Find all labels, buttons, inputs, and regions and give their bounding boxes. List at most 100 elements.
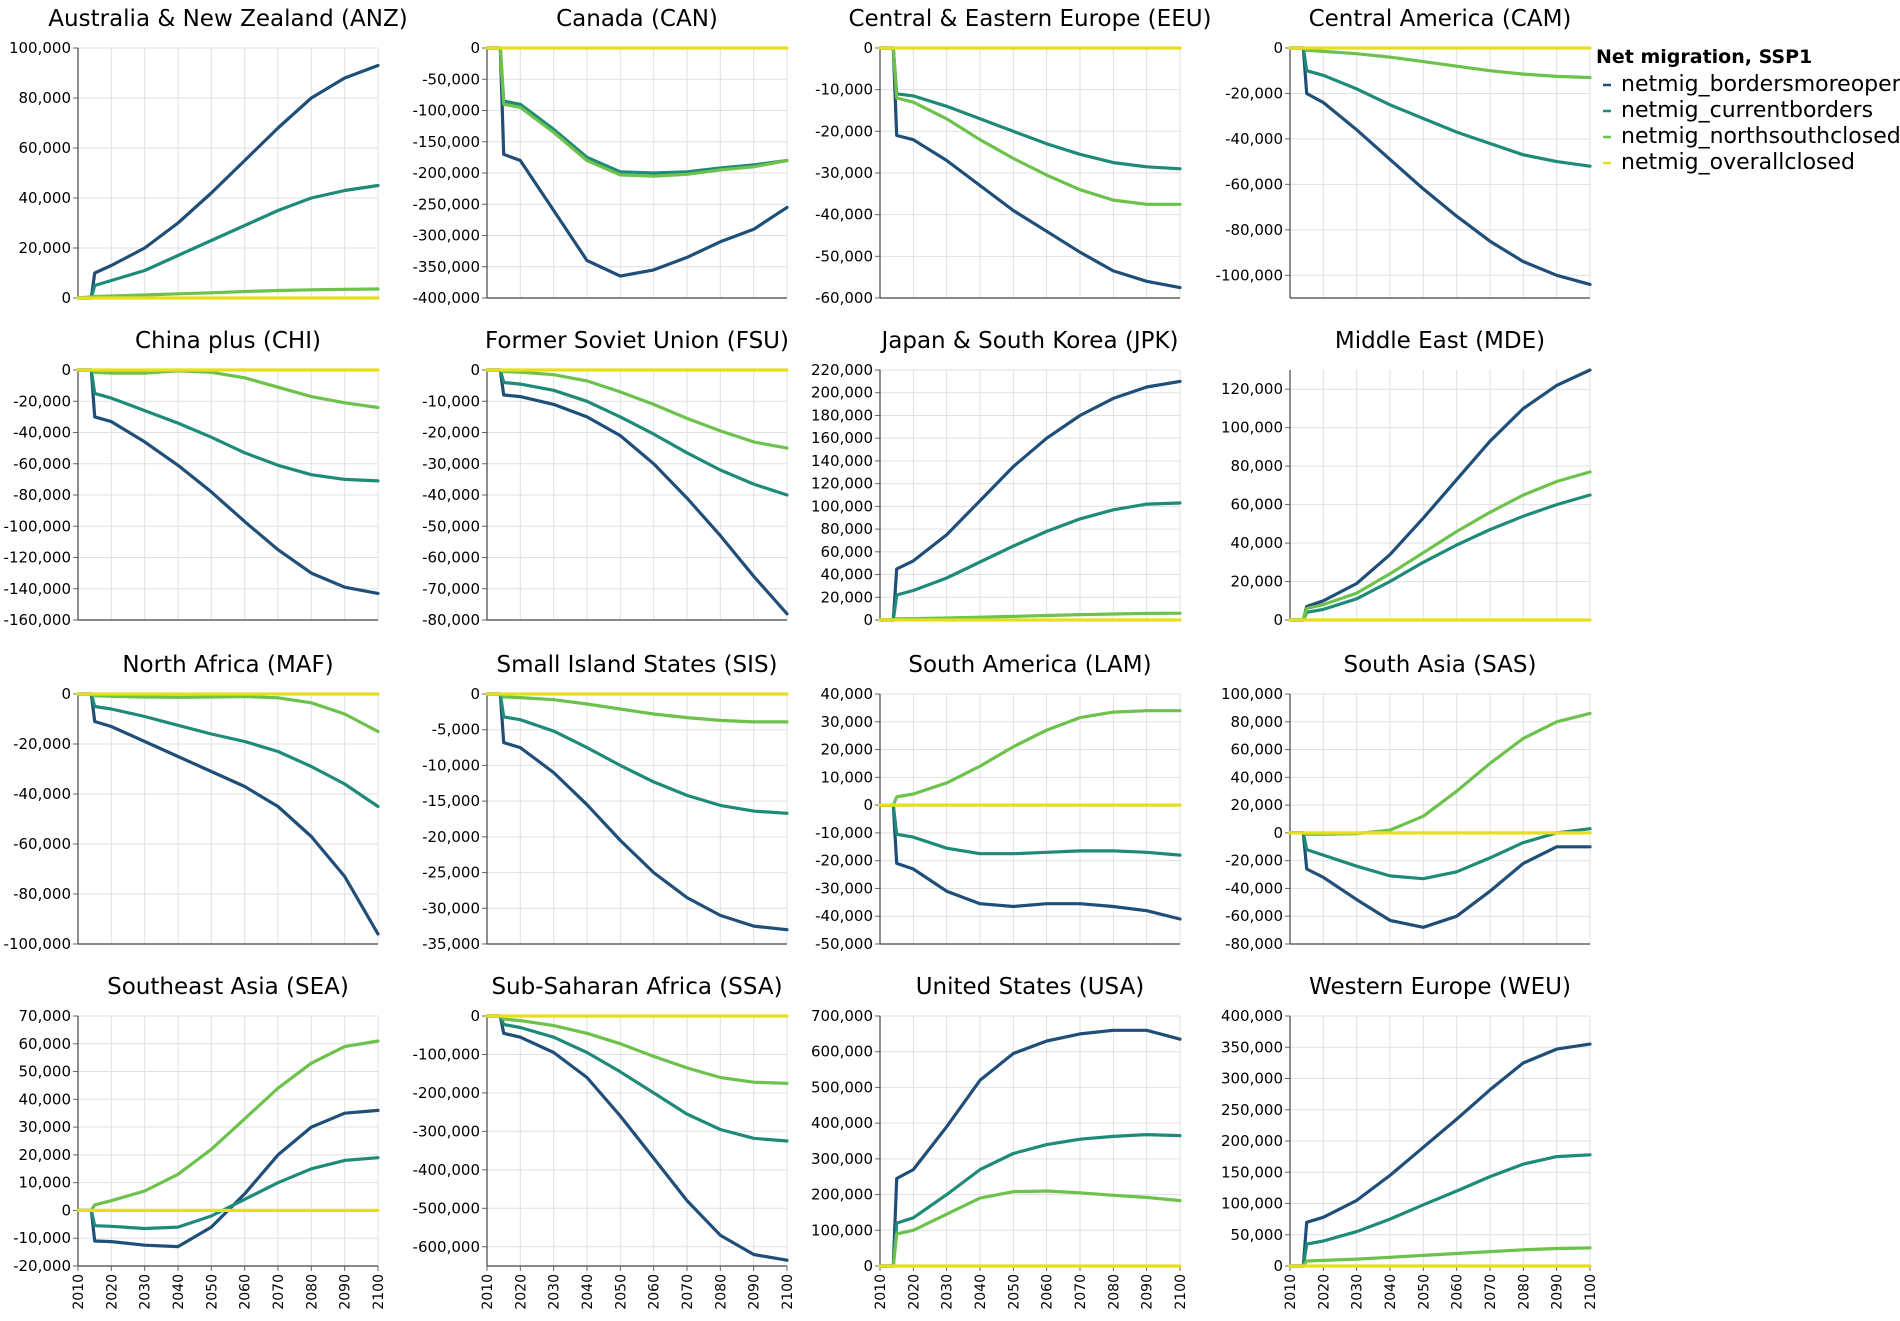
panel-7: Japan & South Korea (JPK) 0 20,000 40,000 60… (811, 328, 1182, 629)
y-tick-label: -10,000 (422, 756, 480, 774)
x-tick-label: 2080 (1516, 1274, 1532, 1310)
series-line-netmig-bordersmoreopen (76, 692, 380, 936)
legend-entry-netmig-bordersmoreopen: netmig_bordersmoreopen (1621, 72, 1900, 97)
series-line-netmig-bordersmoreopen (878, 379, 1182, 622)
y-tick-label: -30,000 (422, 455, 480, 473)
y-tick-label: -40,000 (815, 907, 873, 925)
y-tick-label: -50,000 (422, 517, 480, 535)
y-tick-label: 60,000 (1231, 741, 1284, 759)
y-tick-label: 70,000 (19, 1007, 72, 1025)
y-tick-label: -80,000 (13, 885, 71, 903)
series-line-netmig-currentborders (485, 368, 789, 497)
y-tick-label: 0 (863, 796, 873, 814)
x-tick-label: 2030 (940, 1274, 956, 1310)
y-tick-label: -400,000 (413, 1161, 480, 1179)
y-tick-label: 60,000 (1231, 496, 1284, 514)
panel-title: South America (LAM) (908, 652, 1151, 678)
panel-title: Canada (CAN) (556, 6, 718, 32)
y-tick-label: -60,000 (1225, 175, 1283, 193)
y-tick-label: 120,000 (1221, 380, 1283, 398)
y-tick-label: 20,000 (1231, 796, 1284, 814)
series-line-netmig-bordersmoreopen (485, 368, 789, 616)
y-tick-label: 40,000 (1231, 534, 1284, 552)
series-line-netmig-bordersmoreopen (485, 1014, 789, 1262)
y-tick-label: 0 (61, 361, 71, 379)
y-tick-label: 80,000 (1231, 457, 1284, 475)
x-tick-label: 2020 (906, 1274, 922, 1310)
y-tick-label: 30,000 (19, 1118, 72, 1136)
series-line-netmig-currentborders (76, 183, 380, 300)
panel-13: Southeast Asia (SEA) 70,000 60,000 50,000 40… (13, 974, 387, 1310)
y-tick-label: -30,000 (422, 899, 480, 917)
y-tick-label: -100,000 (4, 517, 71, 535)
x-tick-label: 2060 (238, 1274, 254, 1310)
panel-title: China plus (CHI) (135, 328, 321, 354)
x-tick-label: 2040 (1383, 1274, 1399, 1310)
y-tick-label: 40,000 (821, 566, 874, 584)
x-tick-label: 2070 (271, 1274, 287, 1310)
panel-15: United States (USA) 0 100,000 200,000 300,00… (811, 974, 1189, 1310)
y-tick-label: 120,000 (811, 475, 873, 493)
series-line-netmig-bordersmoreopen (485, 692, 789, 932)
series-line-netmig-bordersmoreopen (76, 368, 380, 596)
y-tick-label: 0 (1273, 611, 1283, 629)
y-tick-label: 50,000 (1231, 1226, 1284, 1244)
panel-4: Central America (CAM) 0 -20,000 -40,000 -60,… (1216, 6, 1592, 299)
x-tick-label: 2070 (1483, 1274, 1499, 1310)
panel-6: Former Soviet Union (FSU) 0 -10,000 -20,000… (422, 328, 789, 629)
series-line-netmig-currentborders (878, 501, 1182, 622)
y-tick-label: -40,000 (815, 206, 873, 224)
x-tick-label: 2060 (1040, 1274, 1056, 1310)
y-tick-label: -100,000 (413, 1045, 480, 1063)
y-tick-label: 20,000 (19, 239, 72, 257)
series-line-netmig-currentborders (878, 803, 1182, 857)
y-tick-label: 0 (863, 611, 873, 629)
y-tick-label: 100,000 (1221, 685, 1283, 703)
y-tick-label: -140,000 (4, 580, 71, 598)
y-tick-label: 100,000 (9, 39, 71, 57)
y-tick-label: -150,000 (413, 133, 480, 151)
y-tick-label: 10,000 (821, 768, 874, 786)
y-tick-label: 0 (863, 1257, 873, 1275)
y-tick-label: -20,000 (13, 735, 71, 753)
x-tick-label: 2040 (973, 1274, 989, 1310)
y-tick-label: 0 (1273, 824, 1283, 842)
series-line-netmig-northsouthclosed (1288, 470, 1592, 622)
y-tick-label: 50,000 (19, 1063, 72, 1081)
series-line-netmig-bordersmoreopen (1288, 368, 1592, 622)
panel-14: Sub-Saharan Africa (SSA) 0 -100,000 -200,00… (413, 974, 796, 1310)
y-tick-label: 0 (1273, 1257, 1283, 1275)
panel-title: Southeast Asia (SEA) (107, 974, 349, 1000)
y-tick-label: 180,000 (811, 406, 873, 424)
y-tick-label: 60,000 (821, 543, 874, 561)
y-tick-label: -60,000 (815, 289, 873, 307)
panel-title: Japan & South Korea (JPK) (879, 328, 1178, 354)
panel-3: Central & Eastern Europe (EEU) 0 -10,000 -2… (815, 6, 1211, 307)
x-tick-label: 2060 (647, 1274, 663, 1310)
series-line-netmig-northsouthclosed (878, 709, 1182, 807)
y-tick-label: -50,000 (815, 247, 873, 265)
y-tick-label: -80,000 (422, 611, 480, 629)
series-line-netmig-bordersmoreopen (878, 803, 1182, 921)
y-tick-label: 0 (61, 685, 71, 703)
y-tick-label: 40,000 (821, 685, 874, 703)
series-line-netmig-bordersmoreopen (878, 46, 1182, 290)
series-line-netmig-bordersmoreopen (1288, 1042, 1592, 1268)
panel-16: Western Europe (WEU) 0 50,000 100,000 150,00… (1221, 974, 1599, 1310)
x-tick-label: 2030 (138, 1274, 154, 1310)
series-line-netmig-northsouthclosed (485, 368, 789, 450)
y-tick-label: 0 (863, 39, 873, 57)
panel-10: Small Island States (SIS) 0 -5,000 -10,000 -… (422, 652, 789, 953)
panel-title: United States (USA) (916, 974, 1145, 1000)
legend-entry-netmig-northsouthclosed: netmig_northsouthclosed (1621, 124, 1900, 149)
series-line-netmig-northsouthclosed (878, 1189, 1182, 1268)
y-tick-label: 30,000 (821, 713, 874, 731)
series-line-netmig-northsouthclosed (1288, 1246, 1592, 1268)
series-line-netmig-bordersmoreopen (485, 46, 789, 278)
panel-9: North Africa (MAF) 0 -20,000 -40,000 -60,000… (4, 652, 380, 953)
legend-entry-netmig-overallclosed: netmig_overallclosed (1621, 150, 1855, 175)
y-tick-label: -15,000 (422, 792, 480, 810)
series-line-netmig-northsouthclosed (485, 1014, 789, 1085)
y-tick-label: 0 (61, 1201, 71, 1219)
series-line-netmig-northsouthclosed (878, 46, 1182, 206)
